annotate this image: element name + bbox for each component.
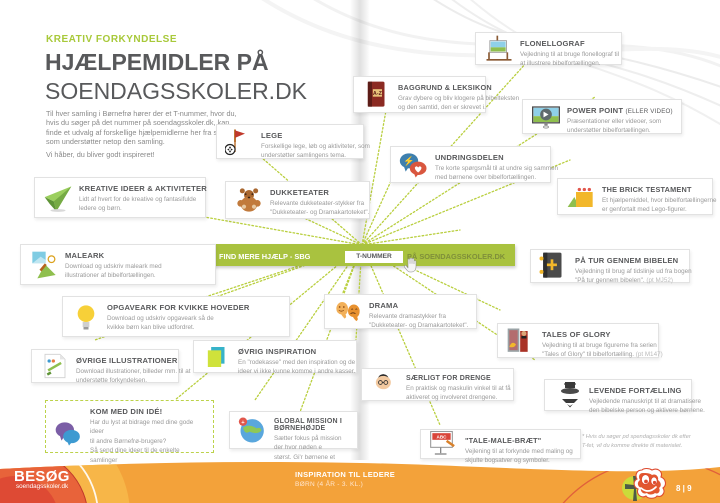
svg-text:+: + — [241, 420, 245, 426]
svg-text:ABC: ABC — [437, 435, 448, 440]
svg-text:A-Z: A-Z — [373, 91, 383, 97]
